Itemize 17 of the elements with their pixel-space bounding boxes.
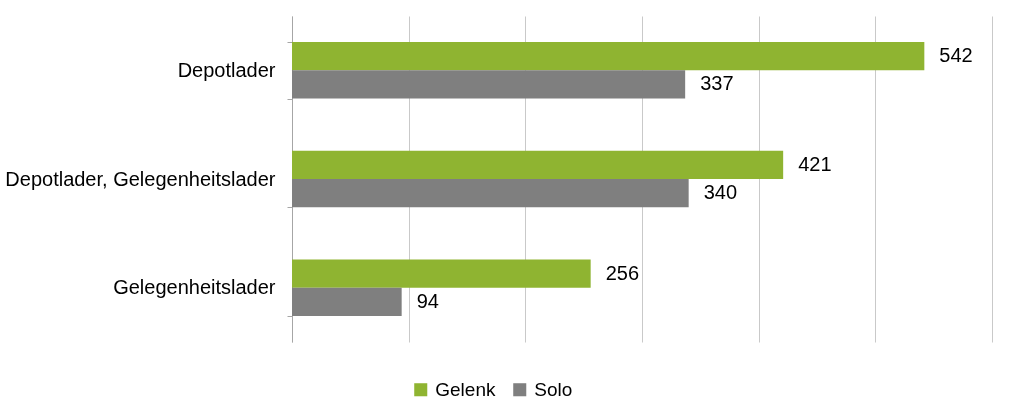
bar xyxy=(292,42,925,71)
bar xyxy=(292,70,686,99)
bar xyxy=(292,259,591,288)
y-tick-label: Depotlader, Gelegenheitslader xyxy=(5,167,276,190)
legend-label: Gelenk xyxy=(435,378,496,400)
bar xyxy=(292,287,402,316)
data-label: 94 xyxy=(416,289,439,312)
bar xyxy=(292,150,784,179)
data-label: 337 xyxy=(700,72,734,95)
legend-label: Solo xyxy=(534,378,573,400)
y-tick-label: Depotlader xyxy=(177,58,276,81)
data-label: 340 xyxy=(703,181,738,204)
data-label: 542 xyxy=(939,44,973,67)
data-label: 256 xyxy=(605,261,640,284)
bar xyxy=(292,179,689,208)
y-tick-label: Gelegenheitslader xyxy=(113,276,276,299)
data-label: 421 xyxy=(798,152,832,175)
